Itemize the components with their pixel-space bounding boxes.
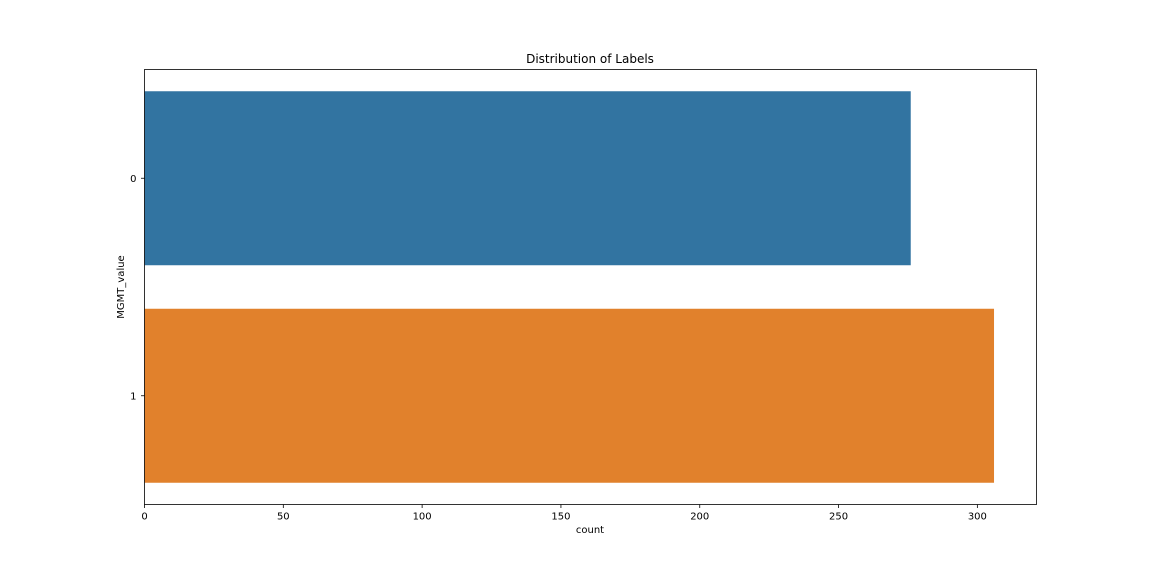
x-tick-label: 50 xyxy=(277,512,290,523)
x-tick-label: 0 xyxy=(141,512,147,523)
y-axis-label: MGMT_value xyxy=(116,255,127,318)
y-axis-ticks: 01 xyxy=(130,174,145,402)
bar-1 xyxy=(144,308,995,483)
x-axis-ticks: 0 50 100 150 200 250 300 xyxy=(141,504,987,523)
chart-title: Distribution of Labels xyxy=(526,52,654,66)
plot-frame xyxy=(144,69,1037,505)
x-axis-label: count xyxy=(576,525,604,536)
bars-group xyxy=(144,91,995,483)
y-tick-label: 0 xyxy=(130,174,136,185)
x-tick-label: 150 xyxy=(551,512,570,523)
bar-0 xyxy=(144,91,911,266)
x-tick-label: 200 xyxy=(690,512,709,523)
y-tick-label: 1 xyxy=(130,391,136,402)
x-tick-label: 100 xyxy=(413,512,432,523)
x-tick-label: 250 xyxy=(829,512,848,523)
x-tick-label: 300 xyxy=(968,512,987,523)
